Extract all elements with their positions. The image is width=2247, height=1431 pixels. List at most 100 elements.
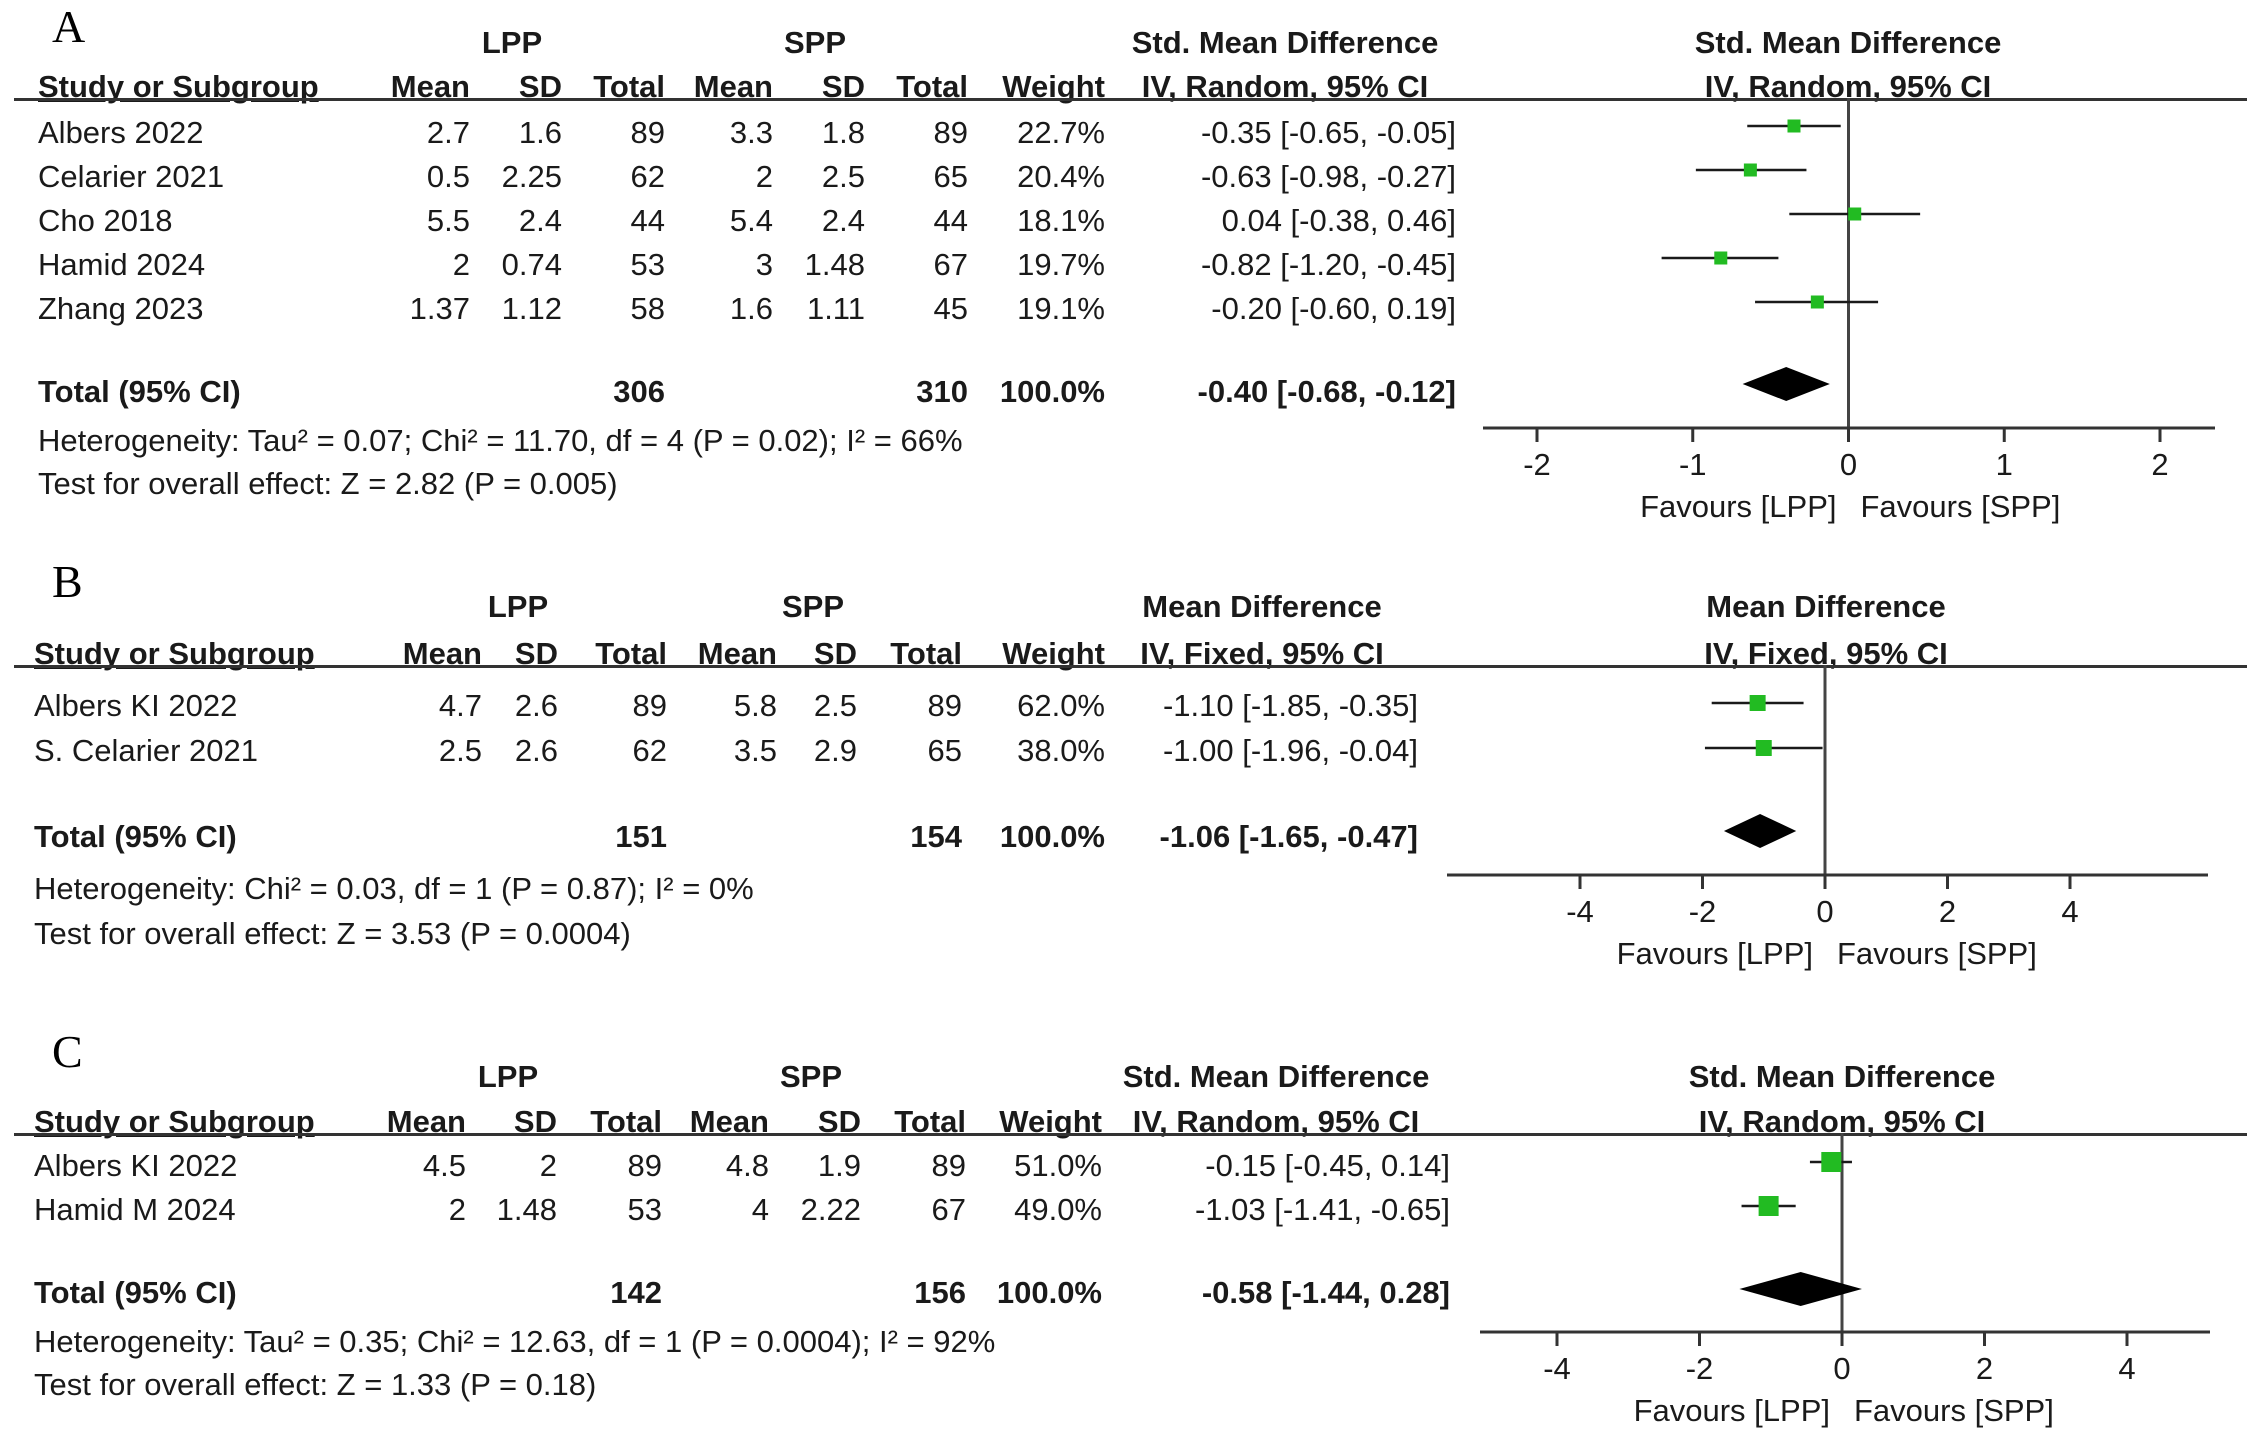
col-mean2: Mean [697, 636, 777, 671]
weight-cell: 38.0% [1017, 733, 1105, 768]
plot-method: IV, Random, 95% CI [1704, 69, 1992, 104]
weight-cell: 22.7% [1017, 115, 1105, 150]
mean2-cell: 4.8 [725, 1148, 769, 1183]
panel-label: B [52, 556, 83, 607]
header-rule [14, 665, 2247, 668]
col-sd2: SD [821, 69, 865, 104]
col-mean2: Mean [693, 69, 773, 104]
tick-label: 2 [1939, 894, 1956, 929]
mean2-cell: 5.8 [733, 688, 777, 723]
weight-cell: 19.7% [1017, 247, 1105, 282]
total-label: Total (95% CI) [34, 819, 237, 854]
ci-cell: -0.15 [-0.45, 0.14] [1205, 1148, 1450, 1183]
total1-cell: 58 [630, 291, 665, 326]
mean1-cell: 2.7 [426, 115, 470, 150]
study-name: Hamid M 2024 [34, 1192, 236, 1227]
total1-sum: 151 [615, 819, 667, 854]
mean2-cell: 3 [755, 247, 773, 282]
forest-plot: -4 -2 0 2 4 Favours [LPP] Favours [SPP] [1447, 665, 2208, 971]
total1-cell: 53 [630, 247, 665, 282]
col-method: IV, Random, 95% CI [1132, 1104, 1420, 1139]
sd2-cell: 2.9 [813, 733, 857, 768]
plot-effect-header: Std. Mean Difference [1694, 25, 2002, 60]
favours-left-label: Favours [LPP] [1640, 489, 1836, 524]
sd1-cell: 2.25 [501, 159, 562, 194]
sd1-cell: 2 [539, 1148, 557, 1183]
total2-cell: 89 [931, 1148, 966, 1183]
weight-cell: 49.0% [1014, 1192, 1102, 1227]
overall-effect-text: Test for overall effect: Z = 3.53 (P = 0… [34, 916, 631, 951]
col-mean1: Mean [386, 1104, 466, 1139]
weight-cell: 51.0% [1014, 1148, 1102, 1183]
mean2-cell: 3.5 [733, 733, 777, 768]
total-ci: -0.58 [-1.44, 0.28] [1201, 1275, 1450, 1310]
total2-cell: 89 [933, 115, 968, 150]
point-estimate [1758, 1196, 1779, 1216]
col-sd1: SD [518, 69, 562, 104]
plot-effect-header: Std. Mean Difference [1688, 1059, 1996, 1094]
total1-cell: 53 [627, 1192, 662, 1227]
point-estimate [1743, 163, 1757, 177]
sd2-cell: 1.48 [804, 247, 865, 282]
mean1-cell: 2 [452, 247, 470, 282]
total-weight: 100.0% [999, 819, 1105, 854]
col-mean2: Mean [689, 1104, 769, 1139]
col-mean1: Mean [402, 636, 482, 671]
col-sd2: SD [813, 636, 857, 671]
sd1-cell: 2.6 [514, 733, 558, 768]
col-method: IV, Random, 95% CI [1141, 69, 1429, 104]
weight-cell: 19.1% [1017, 291, 1105, 326]
study-name: Zhang 2023 [38, 291, 204, 326]
sd2-cell: 2.22 [800, 1192, 861, 1227]
mean1-cell: 2.5 [438, 733, 482, 768]
col-mean1: Mean [390, 69, 470, 104]
sd2-cell: 2.5 [821, 159, 865, 194]
total2-sum: 156 [914, 1275, 966, 1310]
favours-right-label: Favours [SPP] [1854, 1393, 2054, 1428]
total-ci: -0.40 [-0.68, -0.12] [1197, 374, 1456, 409]
total2-cell: 65 [927, 733, 962, 768]
total-label: Total (95% CI) [34, 1275, 237, 1310]
tick-label: -4 [1566, 894, 1594, 929]
total2-sum: 310 [916, 374, 968, 409]
plot-method: IV, Fixed, 95% CI [1704, 636, 1948, 671]
total-weight: 100.0% [996, 1275, 1102, 1310]
sd2-cell: 2.5 [813, 688, 857, 723]
mean2-cell: 4 [751, 1192, 769, 1227]
study-name: Hamid 2024 [38, 247, 206, 282]
ci-cell: -1.10 [-1.85, -0.35] [1162, 688, 1418, 723]
study-name: Cho 2018 [38, 203, 173, 238]
col-total2: Total [896, 69, 968, 104]
total2-cell: 45 [933, 291, 968, 326]
total2-sum: 154 [910, 819, 962, 854]
sd2-cell: 2.4 [821, 203, 865, 238]
point-estimate [1848, 207, 1862, 221]
ci-cell: 0.04 [-0.38, 0.46] [1221, 203, 1456, 238]
tick-label: -4 [1543, 1351, 1571, 1386]
tick-label: 2 [1976, 1351, 1993, 1386]
col-study: Study or Subgroup [38, 69, 319, 104]
group2-header: SPP [783, 25, 847, 60]
favours-left-label: Favours [LPP] [1634, 1393, 1830, 1428]
sd1-cell: 0.74 [501, 247, 562, 282]
sd1-cell: 1.6 [518, 115, 562, 150]
point-estimate [1787, 119, 1801, 133]
sd1-cell: 1.12 [501, 291, 562, 326]
plot-effect-header: Mean Difference [1706, 589, 1946, 624]
heterogeneity-text: Heterogeneity: Tau² = 0.35; Chi² = 12.63… [34, 1324, 996, 1359]
sd2-cell: 1.9 [817, 1148, 861, 1183]
overall-effect-text: Test for overall effect: Z = 1.33 (P = 0… [34, 1367, 597, 1402]
col-total1: Total [595, 636, 667, 671]
total1-cell: 89 [630, 115, 665, 150]
point-estimate [1714, 251, 1728, 265]
total2-cell: 44 [933, 203, 968, 238]
tick-label: -2 [1686, 1351, 1714, 1386]
total-weight: 100.0% [999, 374, 1105, 409]
col-sd1: SD [513, 1104, 557, 1139]
total2-cell: 89 [927, 688, 962, 723]
study-name: S. Celarier 2021 [34, 733, 259, 768]
col-weight: Weight [1002, 636, 1105, 671]
study-name: Albers KI 2022 [34, 688, 238, 723]
ci-cell: -1.00 [-1.96, -0.04] [1162, 733, 1418, 768]
tick-label: 4 [2061, 894, 2078, 929]
